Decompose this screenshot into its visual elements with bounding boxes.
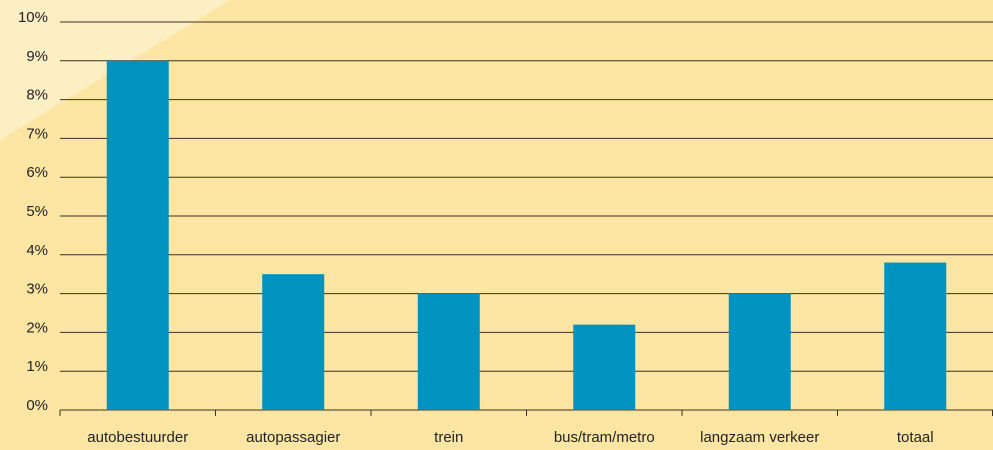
bar [262,274,325,410]
bar [884,262,947,410]
y-tick-label: 10% [18,9,48,26]
x-tick-label: langzaam verkeer [700,429,819,446]
y-tick-label: 9% [26,48,48,65]
y-tick-label: 7% [26,125,48,142]
y-tick-label: 8% [26,87,48,104]
bar [417,293,480,410]
bar [106,60,169,411]
y-tick-label: 5% [26,203,48,220]
x-tick-label: totaal [897,429,934,446]
y-tick-label: 6% [26,164,48,181]
x-tick-label: autobestuurder [87,429,188,446]
y-tick-label: 2% [26,319,48,336]
bar [728,293,791,410]
y-tick-label: 1% [26,358,48,375]
x-tick-label: trein [434,429,463,446]
y-tick-label: 0% [26,397,48,414]
bar [573,324,636,410]
y-tick-label: 3% [26,281,48,298]
x-tick-label: bus/tram/metro [554,429,655,446]
x-tick-label: autopassagier [246,429,340,446]
y-tick-label: 4% [26,242,48,259]
